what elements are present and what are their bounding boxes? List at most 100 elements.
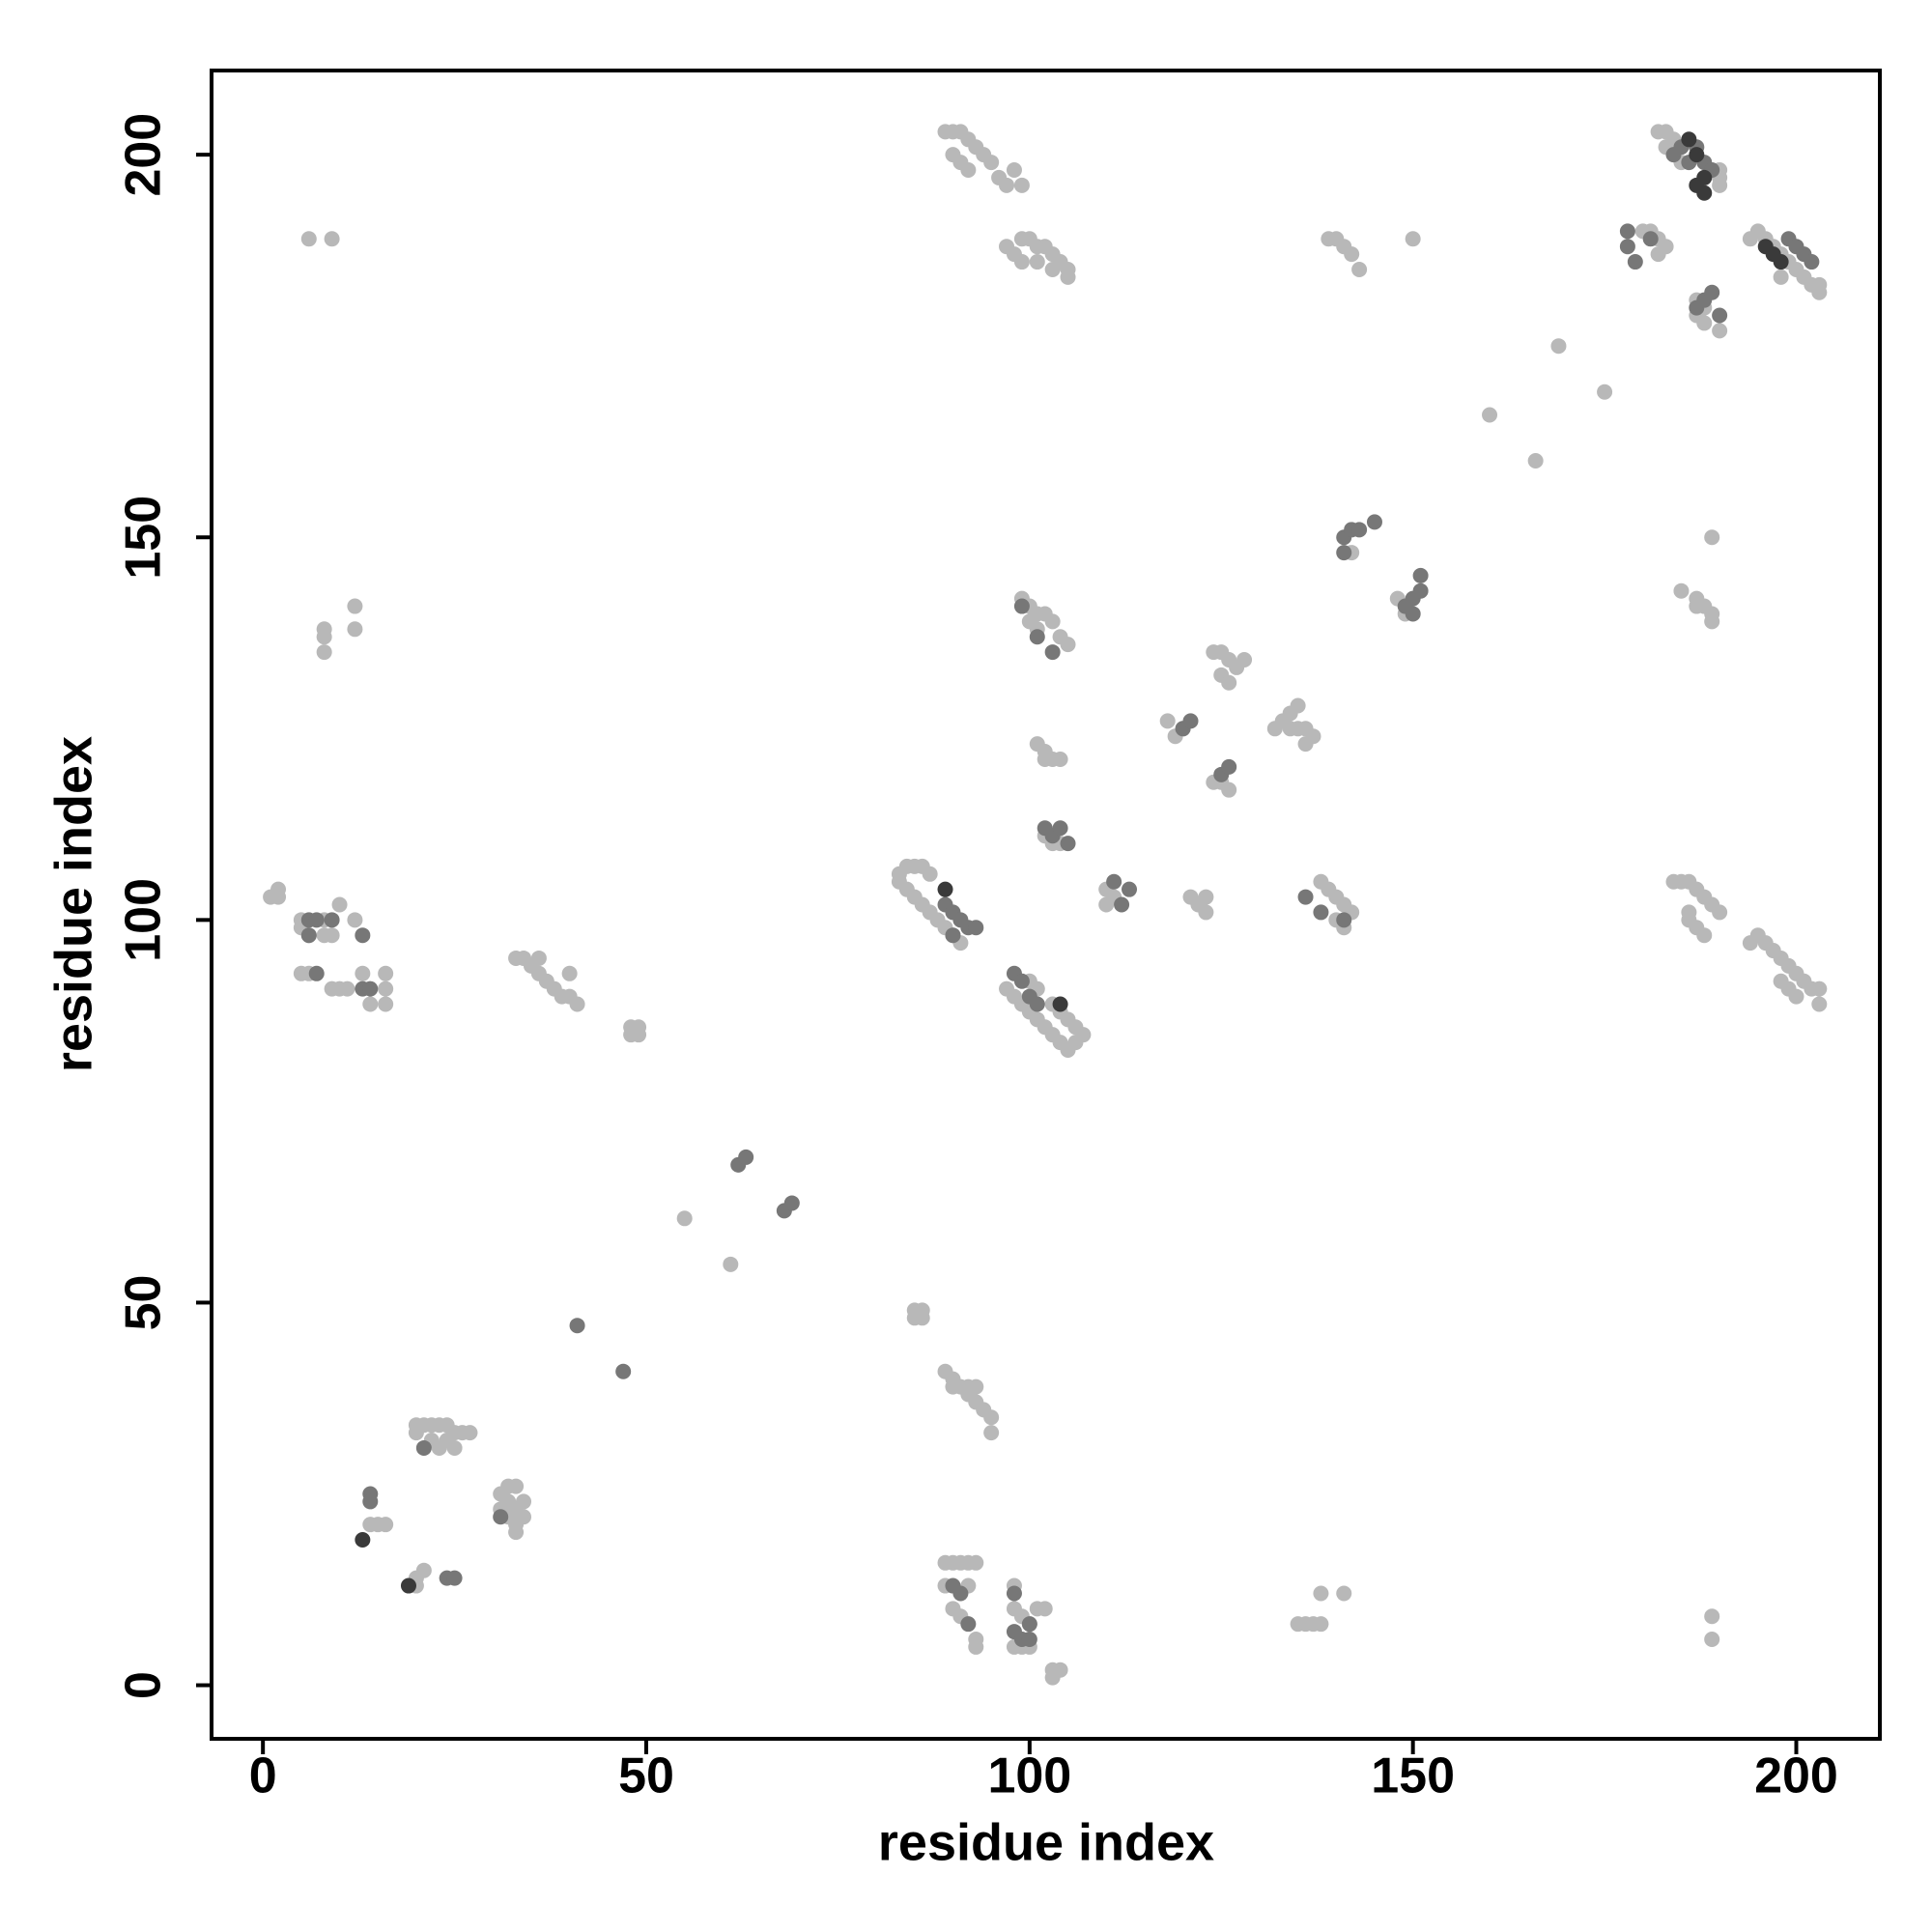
point <box>1527 453 1544 469</box>
point <box>615 1363 632 1379</box>
y-tick-label: 200 <box>116 113 172 197</box>
plot-frame <box>210 69 1882 1741</box>
point <box>408 1425 424 1441</box>
point <box>1412 567 1429 583</box>
point <box>968 920 984 936</box>
point <box>1013 973 1030 989</box>
point <box>1044 644 1061 661</box>
point <box>300 231 317 247</box>
x-tick-label: 0 <box>249 1748 277 1804</box>
point <box>968 1554 984 1571</box>
point <box>324 927 340 944</box>
point <box>1627 254 1643 270</box>
point <box>1804 254 1820 270</box>
point <box>308 965 325 981</box>
point <box>355 965 371 981</box>
point <box>1336 912 1352 928</box>
point <box>378 1517 394 1533</box>
point <box>415 1562 432 1578</box>
point <box>1351 522 1368 538</box>
point <box>1297 889 1314 905</box>
y-tick-label: 0 <box>116 1671 172 1699</box>
point <box>1704 284 1720 300</box>
point <box>1006 1585 1022 1602</box>
point <box>1696 927 1713 944</box>
point <box>983 1425 1000 1441</box>
point <box>1029 996 1045 1012</box>
x-tick-label: 100 <box>987 1748 1071 1804</box>
point <box>1704 1632 1720 1648</box>
point <box>355 927 371 944</box>
point <box>1650 246 1666 263</box>
point <box>308 912 325 928</box>
point <box>1159 713 1176 729</box>
point <box>1712 307 1728 324</box>
point <box>1811 980 1828 997</box>
point <box>631 1027 647 1043</box>
point <box>1673 582 1690 599</box>
y-axis-title: residue index <box>44 736 102 1072</box>
point <box>1060 269 1076 285</box>
point <box>1044 261 1061 277</box>
point <box>1013 254 1030 270</box>
point <box>1788 988 1804 1005</box>
point <box>1482 407 1498 423</box>
point <box>378 996 394 1012</box>
point <box>983 155 1000 171</box>
point <box>960 1616 977 1633</box>
point <box>1351 261 1368 277</box>
point <box>1052 820 1068 837</box>
point <box>1297 736 1314 753</box>
point <box>1336 545 1352 561</box>
point <box>1122 881 1138 897</box>
point <box>347 621 363 638</box>
point <box>1597 384 1613 400</box>
point <box>1221 758 1237 775</box>
point <box>378 965 394 981</box>
point <box>1313 1616 1329 1633</box>
point <box>446 1570 463 1586</box>
point <box>561 965 578 981</box>
point <box>1006 161 1022 178</box>
point <box>1221 674 1237 691</box>
point <box>1013 598 1030 614</box>
point <box>362 980 379 997</box>
point <box>983 1409 1000 1426</box>
x-tick-label: 50 <box>618 1748 674 1804</box>
point <box>1021 1616 1037 1633</box>
point <box>937 881 953 897</box>
point <box>1313 1585 1329 1602</box>
point <box>1681 131 1697 148</box>
point <box>1689 147 1705 163</box>
point <box>1236 651 1253 668</box>
point <box>569 996 585 1012</box>
point <box>1712 177 1728 193</box>
point <box>1712 904 1728 921</box>
point <box>331 896 348 913</box>
point <box>1198 889 1214 905</box>
point <box>508 1524 525 1541</box>
point <box>922 866 938 882</box>
point <box>347 912 363 928</box>
point <box>1052 751 1068 767</box>
point <box>1013 177 1030 193</box>
point <box>569 1318 585 1334</box>
point <box>1290 721 1306 737</box>
y-tick-label: 150 <box>116 496 172 580</box>
point <box>1642 231 1659 247</box>
point <box>1773 254 1789 270</box>
point <box>1313 904 1329 921</box>
point <box>1811 284 1828 300</box>
point <box>316 644 332 661</box>
point <box>1773 269 1789 285</box>
point <box>347 598 363 614</box>
point <box>378 980 394 997</box>
point <box>1290 697 1306 714</box>
y-tick-label: 50 <box>116 1275 172 1331</box>
point <box>1405 606 1421 622</box>
point <box>530 950 547 966</box>
point <box>1037 751 1053 767</box>
point <box>723 1256 739 1272</box>
point <box>1696 185 1713 201</box>
point <box>500 1478 517 1494</box>
